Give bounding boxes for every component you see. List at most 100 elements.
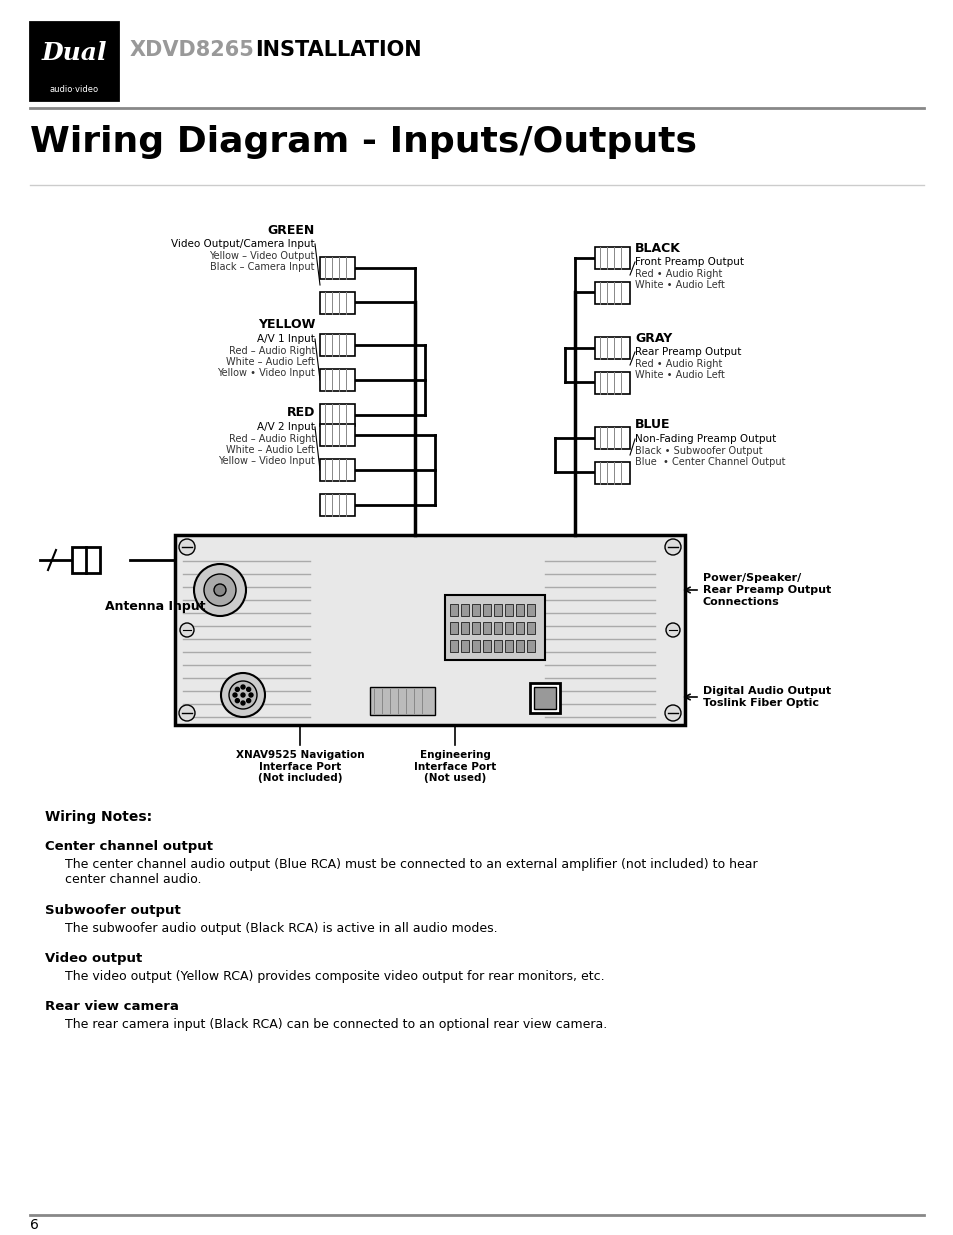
Text: Yellow • Video Input: Yellow • Video Input [217, 368, 314, 378]
Circle shape [235, 699, 239, 703]
Text: Non-Fading Preamp Output: Non-Fading Preamp Output [635, 433, 776, 445]
Bar [526, 640, 535, 652]
Circle shape [221, 673, 265, 718]
Text: The rear camera input (Black RCA) can be connected to an optional rear view came: The rear camera input (Black RCA) can be… [65, 1018, 607, 1031]
Bar [460, 640, 469, 652]
Circle shape [241, 701, 245, 705]
Bar [319, 369, 355, 391]
Circle shape [180, 622, 193, 637]
Bar [71, 547, 100, 573]
Bar [504, 622, 513, 634]
Bar [494, 604, 501, 616]
Text: Yellow – Video Input: Yellow – Video Input [218, 456, 314, 466]
Text: Yellow – Video Output: Yellow – Video Output [210, 251, 314, 261]
Text: Red • Audio Right: Red • Audio Right [635, 359, 721, 369]
Bar [450, 640, 457, 652]
Bar [450, 604, 457, 616]
Circle shape [193, 564, 246, 616]
Bar [534, 687, 556, 709]
Text: GREEN: GREEN [268, 224, 314, 236]
Circle shape [179, 538, 194, 555]
Bar [516, 640, 523, 652]
Bar [595, 282, 629, 304]
Text: Video output: Video output [45, 952, 142, 965]
Text: RED: RED [286, 406, 314, 420]
Bar [460, 604, 469, 616]
Circle shape [213, 584, 226, 597]
Text: Digital Audio Output
Toslink Fiber Optic: Digital Audio Output Toslink Fiber Optic [702, 687, 830, 708]
Bar [526, 622, 535, 634]
Circle shape [229, 680, 256, 709]
Text: Dual: Dual [41, 41, 107, 65]
Circle shape [247, 688, 251, 692]
Text: Blue  • Center Channel Output: Blue • Center Channel Output [635, 457, 784, 467]
Bar [482, 622, 491, 634]
Text: White – Audio Left: White – Audio Left [226, 357, 314, 367]
Text: 6: 6 [30, 1218, 39, 1233]
Bar [30, 22, 118, 100]
Bar [482, 640, 491, 652]
Bar [595, 336, 629, 358]
Text: GRAY: GRAY [635, 331, 672, 345]
Text: Red – Audio Right: Red – Audio Right [229, 346, 314, 356]
Text: Center channel output: Center channel output [45, 840, 213, 853]
Bar [460, 622, 469, 634]
Text: A/V 1 Input: A/V 1 Input [257, 333, 314, 345]
Text: Rear view camera: Rear view camera [45, 1000, 179, 1013]
Bar [482, 604, 491, 616]
Bar [595, 462, 629, 483]
Bar [174, 535, 684, 725]
Circle shape [204, 574, 235, 606]
Circle shape [664, 705, 680, 721]
Text: Red – Audio Right: Red – Audio Right [229, 433, 314, 445]
Bar [444, 595, 544, 659]
Bar [595, 426, 629, 448]
Text: The video output (Yellow RCA) provides composite video output for rear monitors,: The video output (Yellow RCA) provides c… [65, 969, 604, 983]
Text: ®: ® [108, 25, 116, 35]
Bar [530, 683, 559, 713]
Text: Video Output/Camera Input: Video Output/Camera Input [172, 240, 314, 249]
Circle shape [665, 622, 679, 637]
Bar [472, 640, 479, 652]
Text: The center channel audio output (Blue RCA) must be connected to an external ampl: The center channel audio output (Blue RC… [65, 858, 757, 885]
Circle shape [247, 699, 251, 703]
Text: White • Audio Left: White • Audio Left [635, 370, 724, 380]
Text: Black – Camera Input: Black – Camera Input [211, 262, 314, 272]
Bar [526, 604, 535, 616]
Bar [370, 687, 435, 715]
Bar [319, 424, 355, 446]
Text: Wiring Diagram - Inputs/Outputs: Wiring Diagram - Inputs/Outputs [30, 125, 697, 159]
Circle shape [235, 688, 239, 692]
Text: White • Audio Left: White • Audio Left [635, 280, 724, 290]
Text: Rear Preamp Output: Rear Preamp Output [635, 347, 740, 357]
Text: Power/Speaker/
Rear Preamp Output
Connections: Power/Speaker/ Rear Preamp Output Connec… [702, 573, 830, 606]
Text: White – Audio Left: White – Audio Left [226, 445, 314, 454]
Bar [504, 604, 513, 616]
Bar [450, 622, 457, 634]
Text: audio·video: audio·video [50, 85, 98, 95]
Bar [516, 604, 523, 616]
Text: Red • Audio Right: Red • Audio Right [635, 269, 721, 279]
Text: XNAV9525 Navigation
Interface Port
(Not included): XNAV9525 Navigation Interface Port (Not … [235, 750, 364, 783]
Bar [319, 291, 355, 314]
Text: Subwoofer output: Subwoofer output [45, 904, 180, 918]
Text: The subwoofer audio output (Black RCA) is active in all audio modes.: The subwoofer audio output (Black RCA) i… [65, 923, 497, 935]
Text: Engineering
Interface Port
(Not used): Engineering Interface Port (Not used) [414, 750, 496, 783]
Text: XDVD8265: XDVD8265 [130, 40, 254, 61]
Bar [494, 640, 501, 652]
Bar [494, 622, 501, 634]
Circle shape [664, 538, 680, 555]
Bar [319, 333, 355, 356]
Text: Antenna Input: Antenna Input [105, 600, 205, 613]
Circle shape [233, 693, 236, 697]
Text: Front Preamp Output: Front Preamp Output [635, 257, 743, 267]
Text: BLACK: BLACK [635, 242, 680, 254]
Bar [319, 459, 355, 480]
Bar [319, 494, 355, 516]
Circle shape [241, 685, 245, 689]
Text: BLUE: BLUE [635, 419, 670, 431]
Bar [319, 257, 355, 279]
Text: A/V 2 Input: A/V 2 Input [257, 422, 314, 432]
Bar [595, 372, 629, 394]
Bar [595, 247, 629, 268]
